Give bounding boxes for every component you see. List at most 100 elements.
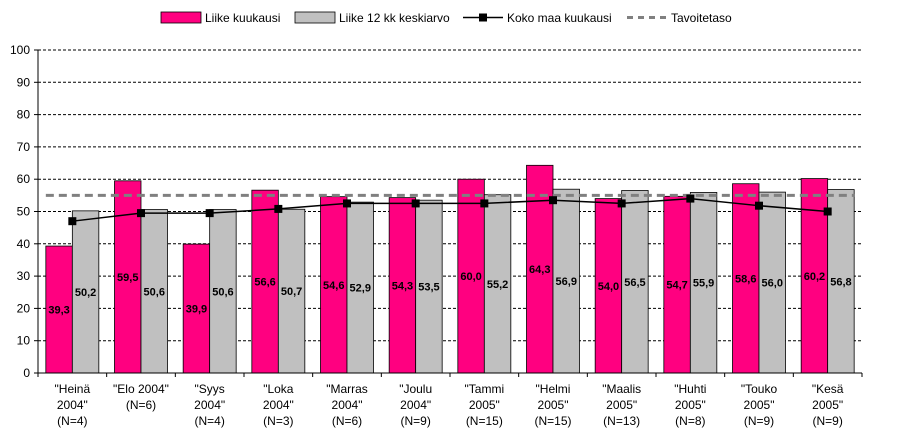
x-tick-label: "Elo 2004" [113,382,169,396]
data-label-liike: 54,0 [598,281,619,293]
data-label-liike: 59,5 [117,272,138,284]
x-tick-label: (N=3) [263,414,293,428]
y-tick-label: 80 [17,108,31,122]
koko-maa-marker [274,204,283,213]
bar-liike-12kk-keskiarvo [827,189,855,374]
bar-liike-12kk-keskiarvo [758,191,786,374]
x-tick-label: "Heinä [55,382,91,396]
data-label-keskiarvo: 55,9 [693,278,714,290]
bar-liike-12kk-keskiarvo [140,209,168,374]
data-label-keskiarvo: 56,8 [830,276,851,288]
x-tick-label: 2004" [194,398,225,412]
y-tick-label: 10 [17,334,31,348]
bar-liike-12kk-keskiarvo [71,210,100,374]
bar-liike-12kk-keskiarvo [483,194,512,374]
koko-maa-marker [823,207,832,216]
x-tick-label: (N=4) [57,414,87,428]
y-tick-label: 50 [17,205,31,219]
x-tick-label: (N=15) [466,414,503,428]
data-label-keskiarvo: 55,2 [487,279,508,291]
koko-maa-line [72,197,828,222]
x-tick-label: (N=9) [744,414,774,428]
legend-swatch-liike-12kk [294,11,336,24]
x-tick-label: "Marras [326,382,368,396]
country-line [68,194,832,226]
bar-liike-kuukausi [114,180,142,374]
koko-maa-marker [617,199,626,208]
bar-liike-kuukausi [182,243,211,374]
x-tick-label: "Syys [195,382,225,396]
data-label-keskiarvo: 50,7 [281,286,302,298]
x-tick-label: "Tammi [465,382,505,396]
koko-maa-marker [480,199,489,208]
data-label-keskiarvo: 50,6 [144,286,165,298]
bar-liike-12kk-keskiarvo [689,192,718,374]
data-label-keskiarvo: 50,6 [212,286,233,298]
data-label-keskiarvo: 52,9 [350,283,371,295]
x-tick-label: "Huhti [674,382,706,396]
data-label-liike: 54,6 [323,280,344,292]
x-tick-label: 2005" [606,398,637,412]
x-tick-label: (N=8) [675,414,705,428]
bar-liike-kuukausi [663,195,691,374]
legend-label: Liike kuukausi [205,11,280,25]
y-tick-label: 30 [17,269,31,283]
x-tick-label: 2004" [332,398,363,412]
data-label-liike: 39,3 [48,305,69,317]
data-label-liike: 54,7 [666,280,687,292]
koko-maa-marker [137,209,145,218]
x-tick-label: 2004" [57,398,88,412]
x-tick-label: (N=6) [332,414,362,428]
koko-maa-marker [411,199,420,208]
x-tick-label: "Loka [263,382,294,396]
x-tick-label: 2005" [812,398,843,412]
x-tick-label: 2005" [744,398,775,412]
y-axis: 0 10 20 30 40 50 60 70 80 90 100 [10,43,39,380]
data-labels: 39,3 59,5 39,9 56,6 54,6 54,3 60,0 64,3 54,0 54,7… [48,264,851,316]
bar-liike-12kk-keskiarvo [277,208,306,374]
x-tick-label: (N=6) [126,398,156,412]
koko-maa-marker [343,199,351,208]
legend-label: Tavoitetaso [671,11,732,25]
data-label-keskiarvo: 50,2 [75,287,96,299]
y-tick-label: 40 [17,237,31,251]
koko-maa-marker [68,217,77,226]
data-label-liike: 39,9 [186,304,207,316]
y-tick-label: 60 [17,172,31,186]
bar-liike-12kk-keskiarvo [621,190,649,374]
x-tick-label: 2005" [538,398,569,412]
x-tick-label: 2004" [400,398,431,412]
x-tick-label: "Helmi [536,382,571,396]
data-label-keskiarvo: 56,9 [556,276,577,288]
data-label-liike: 60,0 [460,271,481,283]
x-tick-label: (N=9) [812,414,842,428]
y-tick-label: 90 [17,75,31,89]
x-tick-label: "Kesä [812,382,844,396]
data-label-keskiarvo: 53,5 [418,282,439,294]
x-tick-label: (N=15) [534,414,571,428]
legend-swatch-koko-maa-marker [479,13,487,22]
bar-liike-kuukausi [45,245,73,374]
x-tick-label: 2005" [469,398,500,412]
data-label-liike: 58,6 [735,273,756,285]
data-label-liike: 54,3 [392,280,413,292]
koko-maa-marker [205,209,214,218]
legend-label: Liike 12 kk keskiarvo [339,11,450,25]
data-label-keskiarvo: 56,0 [762,278,783,290]
bar-liike-kuukausi [457,178,485,374]
koko-maa-marker [549,196,557,205]
x-tick-label: (N=9) [400,414,430,428]
data-label-liike: 56,6 [254,277,275,289]
y-tick-label: 20 [17,301,31,315]
data-label-keskiarvo: 56,5 [624,277,645,289]
bar-liike-kuukausi [388,197,417,374]
x-tick-label: "Joulu [399,382,432,396]
x-axis: "Heinä 2004" (N=4) "Elo 2004" (N=6) "Syys 2004… [37,372,863,428]
data-label-liike: 60,2 [804,271,825,283]
legend-swatch-liike-kuukausi [160,11,202,24]
legend-label: Koko maa kuukausi [507,11,612,25]
x-tick-label: "Maalis [602,382,641,396]
koko-maa-marker [755,201,763,210]
gridlines [38,49,862,342]
